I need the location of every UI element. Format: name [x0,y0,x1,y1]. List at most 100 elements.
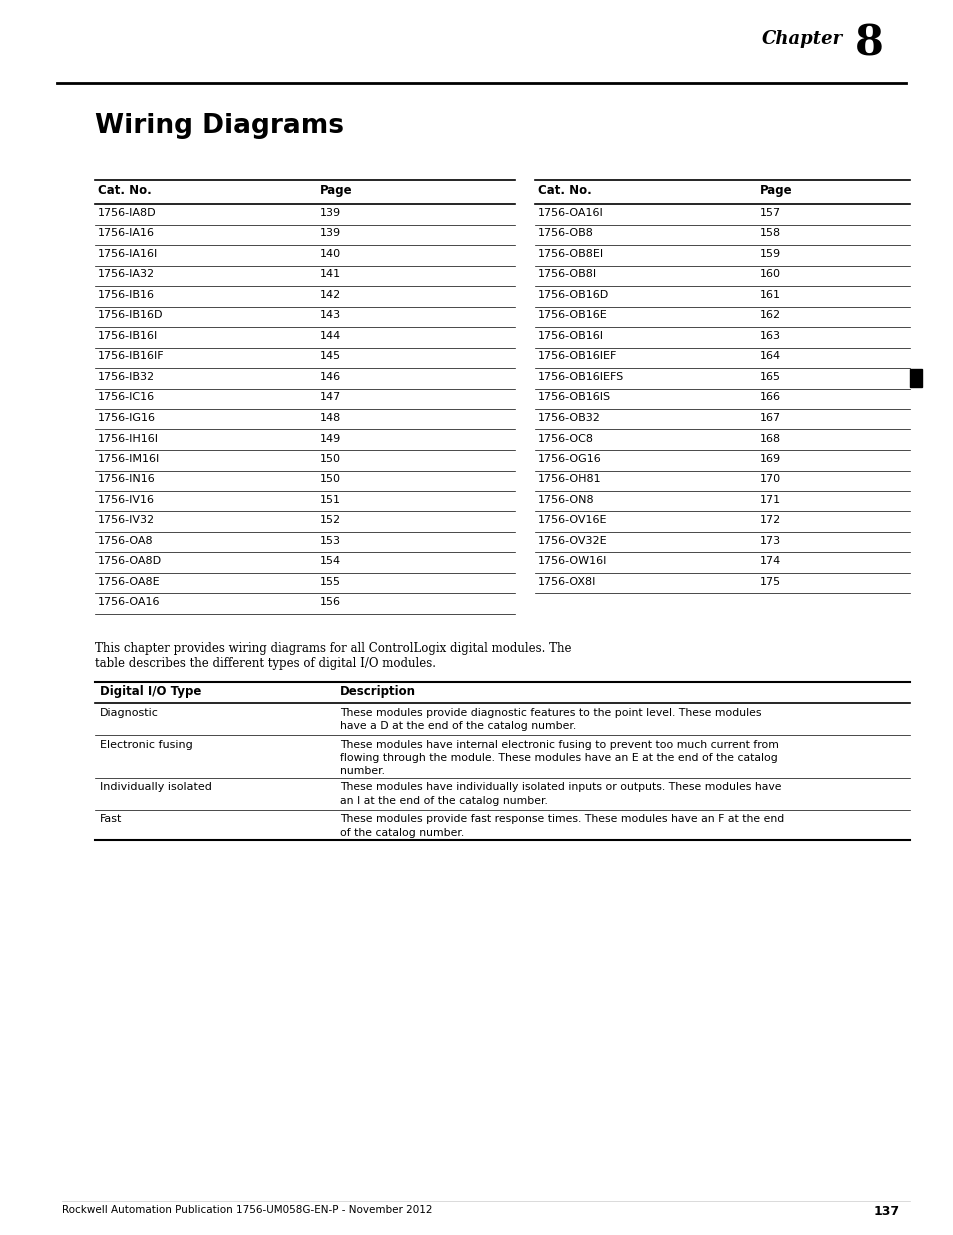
Text: 1756-IM16I: 1756-IM16I [98,454,160,464]
Text: 150: 150 [319,454,340,464]
Text: Cat. No.: Cat. No. [98,184,152,198]
Text: 1756-OA16: 1756-OA16 [98,598,160,608]
Text: 1756-OW16I: 1756-OW16I [537,557,607,567]
Text: 8: 8 [854,23,882,65]
Text: 158: 158 [760,228,781,238]
Text: 1756-OV16E: 1756-OV16E [537,515,607,526]
Text: 168: 168 [760,433,781,443]
Text: Digital I/O Type: Digital I/O Type [100,685,201,699]
Text: 156: 156 [319,598,340,608]
Text: 1756-IB16I: 1756-IB16I [98,331,158,341]
Text: 160: 160 [760,269,781,279]
Text: 157: 157 [760,207,781,219]
Text: an I at the end of the catalog number.: an I at the end of the catalog number. [339,797,547,806]
Text: 140: 140 [319,249,341,259]
Text: 1756-IA8D: 1756-IA8D [98,207,156,219]
Text: 162: 162 [760,310,781,321]
Text: 139: 139 [319,228,341,238]
Text: Rockwell Automation Publication 1756-UM058G-EN-P - November 2012: Rockwell Automation Publication 1756-UM0… [62,1205,432,1215]
Text: 1756-ON8: 1756-ON8 [537,495,594,505]
Text: 1756-IG16: 1756-IG16 [98,412,156,424]
Text: Cat. No.: Cat. No. [537,184,591,198]
Text: of the catalog number.: of the catalog number. [339,827,464,839]
Text: 1756-OA16I: 1756-OA16I [537,207,603,219]
Text: 1756-IB16D: 1756-IB16D [98,310,163,321]
Text: These modules provide fast response times. These modules have an F at the end: These modules provide fast response time… [339,815,783,825]
Text: 1756-IB16IF: 1756-IB16IF [98,352,165,362]
Text: 1756-OG16: 1756-OG16 [537,454,601,464]
Text: 1756-OB16D: 1756-OB16D [537,290,609,300]
Text: 153: 153 [319,536,340,546]
Text: 141: 141 [319,269,341,279]
Text: 147: 147 [319,393,341,403]
Text: 1756-OB16IS: 1756-OB16IS [537,393,611,403]
Text: 151: 151 [319,495,340,505]
Text: 149: 149 [319,433,341,443]
Text: 148: 148 [319,412,341,424]
Text: 152: 152 [319,515,341,526]
Text: 1756-OV32E: 1756-OV32E [537,536,607,546]
Text: 1756-OB32: 1756-OB32 [537,412,600,424]
Text: table describes the different types of digital I/O modules.: table describes the different types of d… [95,657,436,671]
Text: 1756-OC8: 1756-OC8 [537,433,594,443]
Text: 171: 171 [760,495,781,505]
Text: These modules have individually isolated inputs or outputs. These modules have: These modules have individually isolated… [339,783,781,793]
Text: 169: 169 [760,454,781,464]
Text: 161: 161 [760,290,781,300]
Text: 1756-OA8D: 1756-OA8D [98,557,162,567]
Text: 1756-IH16I: 1756-IH16I [98,433,159,443]
Text: 165: 165 [760,372,781,382]
Text: 1756-IA16I: 1756-IA16I [98,249,158,259]
Text: 1756-OB8: 1756-OB8 [537,228,594,238]
Text: Diagnostic: Diagnostic [100,708,159,718]
Text: 1756-OA8E: 1756-OA8E [98,577,160,587]
Text: 164: 164 [760,352,781,362]
Text: 1756-IA16: 1756-IA16 [98,228,154,238]
Text: 1756-OB16IEF: 1756-OB16IEF [537,352,617,362]
Text: 1756-OB8EI: 1756-OB8EI [537,249,603,259]
Text: 170: 170 [760,474,781,484]
Text: Page: Page [319,184,353,198]
Text: 154: 154 [319,557,341,567]
Text: 173: 173 [760,536,781,546]
Bar [909,369,921,388]
Text: 1756-IV16: 1756-IV16 [98,495,154,505]
Text: 175: 175 [760,577,781,587]
Text: 1756-IA32: 1756-IA32 [98,269,155,279]
Text: 150: 150 [319,474,340,484]
Text: 142: 142 [319,290,341,300]
Text: 172: 172 [760,515,781,526]
Text: 1756-OH81: 1756-OH81 [537,474,601,484]
Text: Description: Description [339,685,416,699]
Text: 144: 144 [319,331,341,341]
Text: Chapter: Chapter [761,30,842,48]
Text: 166: 166 [760,393,781,403]
Text: 143: 143 [319,310,341,321]
Text: Fast: Fast [100,815,122,825]
Text: 174: 174 [760,557,781,567]
Text: 163: 163 [760,331,781,341]
Text: flowing through the module. These modules have an E at the end of the catalog: flowing through the module. These module… [339,753,777,763]
Text: Page: Page [760,184,792,198]
Text: Wiring Diagrams: Wiring Diagrams [95,112,344,140]
Text: These modules provide diagnostic features to the point level. These modules: These modules provide diagnostic feature… [339,708,760,718]
Text: 1756-IB16: 1756-IB16 [98,290,154,300]
Text: 137: 137 [873,1205,899,1218]
Text: 1756-OA8: 1756-OA8 [98,536,153,546]
Text: 139: 139 [319,207,341,219]
Text: have a D at the end of the catalog number.: have a D at the end of the catalog numbe… [339,721,576,731]
Text: 1756-IC16: 1756-IC16 [98,393,155,403]
Text: 1756-IV32: 1756-IV32 [98,515,155,526]
Text: 146: 146 [319,372,341,382]
Text: 155: 155 [319,577,340,587]
Text: 1756-IB32: 1756-IB32 [98,372,155,382]
Text: 145: 145 [319,352,341,362]
Text: 1756-OB16IEFS: 1756-OB16IEFS [537,372,623,382]
Text: 1756-OX8I: 1756-OX8I [537,577,596,587]
Text: These modules have internal electronic fusing to prevent too much current from: These modules have internal electronic f… [339,740,778,750]
Text: 1756-OB16I: 1756-OB16I [537,331,603,341]
Text: 1756-IN16: 1756-IN16 [98,474,155,484]
Text: 159: 159 [760,249,781,259]
Text: 1756-OB16E: 1756-OB16E [537,310,607,321]
Text: 1756-OB8I: 1756-OB8I [537,269,597,279]
